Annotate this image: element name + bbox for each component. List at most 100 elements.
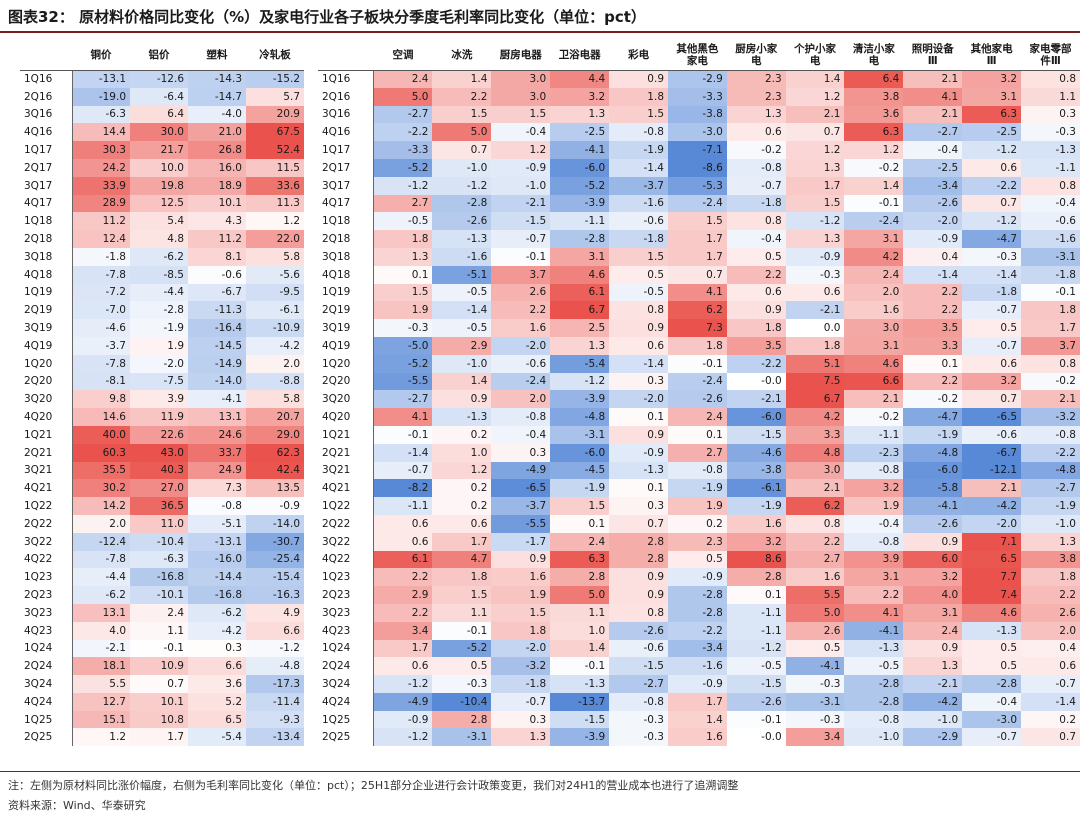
gross-margin-cell: 4.6 xyxy=(962,603,1022,622)
gross-margin-cell: -6.0 xyxy=(726,408,786,426)
gross-margin-row: 1Q25 -0.9 2.8 0.3 -1.5 -0.3 1.4 -0.1 -0.3 -0.8 -1.… xyxy=(318,710,1080,729)
gross-margin-cell: -1.8 xyxy=(962,283,1022,302)
gross-margin-cell: 2.2 xyxy=(726,265,786,284)
raw-material-cell: -30.7 xyxy=(246,532,304,551)
raw-material-cell: 13.1 xyxy=(72,603,130,622)
raw-material-row: 3Q21 35.5 40.3 24.9 42.4 xyxy=(20,461,304,480)
gross-margin-cell: -4.8 xyxy=(550,408,610,426)
raw-material-cell: 12.4 xyxy=(72,230,130,248)
gross-margin-cell: -0.2 xyxy=(903,390,963,409)
gross-margin-column-header: 家电零部件Ⅲ xyxy=(1021,40,1080,71)
gross-margin-cell: 1.5 xyxy=(785,194,845,213)
gross-margin-cell: -3.1 xyxy=(432,728,492,747)
gross-margin-cell: -0.1 xyxy=(373,425,433,444)
gross-margin-cell: -1.2 xyxy=(550,372,610,391)
gross-margin-cell: -1.2 xyxy=(373,176,433,195)
raw-material-cell: 12.7 xyxy=(72,692,130,711)
gross-margin-column-header: 个护小家电 xyxy=(785,40,845,71)
raw-material-cell: -6.4 xyxy=(130,87,188,106)
gross-margin-cell: 1.2 xyxy=(432,461,492,480)
gross-margin-cell: 3.7 xyxy=(1021,336,1080,355)
gross-margin-row-label: 4Q23 xyxy=(318,621,375,640)
gross-margin-row-label: 1Q24 xyxy=(318,639,375,658)
gross-margin-row-label: 1Q21 xyxy=(318,425,375,444)
raw-material-cell: -7.8 xyxy=(72,354,130,373)
gross-margin-cell: -1.2 xyxy=(962,212,1022,231)
gross-margin-cell: -0.9 xyxy=(903,230,963,248)
raw-material-column-header: 铝价 xyxy=(130,40,188,71)
raw-material-cell: 14.2 xyxy=(72,497,130,515)
raw-material-cell: 40.0 xyxy=(72,425,130,444)
gross-margin-cell: 3.5 xyxy=(903,319,963,337)
raw-material-row-label: 4Q16 xyxy=(20,123,73,142)
gross-margin-cell: 0.9 xyxy=(903,532,963,551)
footnote: 注：左侧为原材料同比涨价幅度，右侧为毛利率同比变化（单位：pct）；25H1部分… xyxy=(8,779,739,792)
gross-margin-cell: -1.0 xyxy=(432,354,492,373)
gross-margin-cell: -2.2 xyxy=(726,354,786,373)
raw-material-cell: 22.6 xyxy=(130,425,188,444)
gross-margin-row: 4Q23 3.4 -0.1 1.8 1.0 -2.6 -2.2 -1.1 2.6 -4.1 2.4-… xyxy=(318,621,1080,640)
gross-margin-cell: 1.3 xyxy=(903,657,963,676)
gross-margin-cell: -2.8 xyxy=(432,194,492,213)
gross-margin-cell: 1.2 xyxy=(844,141,904,159)
raw-material-row: 1Q16 -13.1 -12.6 -14.3 -15.2 xyxy=(20,70,304,88)
raw-material-cell: -25.4 xyxy=(246,550,304,569)
raw-material-row-label: 2Q22 xyxy=(20,514,73,533)
gross-margin-cell: -2.0 xyxy=(491,639,551,658)
gross-margin-cell: -1.0 xyxy=(1021,514,1080,533)
raw-material-cell: -4.8 xyxy=(246,657,304,676)
gross-margin-cell: -2.7 xyxy=(373,390,433,409)
raw-material-cell: 5.8 xyxy=(246,390,304,409)
gross-margin-cell: -4.9 xyxy=(373,692,433,711)
gross-margin-cell: -0.8 xyxy=(491,408,551,426)
gross-margin-cell: -3.2 xyxy=(491,657,551,676)
gross-margin-cell: 0.6 xyxy=(373,532,433,551)
raw-material-row-label: 2Q17 xyxy=(20,158,73,177)
gross-margin-cell: -1.9 xyxy=(550,479,610,498)
raw-material-row: 3Q24 5.5 0.7 3.6 -17.3 xyxy=(20,675,304,693)
gross-margin-cell: 2.2 xyxy=(432,87,492,106)
source-line: 资料来源：Wind、华泰研究 xyxy=(8,799,146,812)
raw-material-cell: -7.8 xyxy=(72,550,130,569)
raw-material-row: 1Q25 15.1 10.8 6.5 -9.3 xyxy=(20,710,304,729)
gross-margin-cell: 0.6 xyxy=(373,514,433,533)
raw-material-cell: -15.4 xyxy=(246,568,304,587)
gross-margin-cell: -4.7 xyxy=(903,408,963,426)
gross-margin-cell: 2.8 xyxy=(726,568,786,587)
raw-material-row-label: 4Q23 xyxy=(20,621,73,640)
gross-margin-cell: -0.7 xyxy=(726,176,786,195)
gross-margin-cell: -3.1 xyxy=(785,692,845,711)
gross-margin-cell: -3.2 xyxy=(1021,408,1080,426)
gross-margin-cell: 0.2 xyxy=(432,425,492,444)
raw-material-body: 1Q16 -13.1 -12.6 -14.3 -15.2 2Q16 -19.0 -6.4 -14… xyxy=(20,70,304,747)
gross-margin-cell: 6.3 xyxy=(962,105,1022,124)
gross-margin-cell: -1.1 xyxy=(373,497,433,515)
raw-material-cell: 12.5 xyxy=(130,194,188,213)
gross-margin-cell: 1.6 xyxy=(785,568,845,587)
gross-margin-cell: -1.0 xyxy=(432,158,492,177)
gross-margin-cell: 0.6 xyxy=(609,336,668,355)
gross-margin-row-label: 1Q19 xyxy=(318,283,375,302)
gross-margin-cell: -1.5 xyxy=(609,657,668,676)
gross-margin-row: 3Q16 -2.7 1.5 1.5 1.3 1.5 -3.8 1.3 2.1 3.6 2.1 6.3 0… xyxy=(318,105,1080,124)
gross-margin-cell: -4.8 xyxy=(903,443,963,462)
gross-margin-cell: 2.0 xyxy=(844,283,904,302)
gross-margin-cell: -3.8 xyxy=(668,105,727,124)
gross-margin-cell: 0.1 xyxy=(609,479,668,498)
gross-margin-cell: -0.6 xyxy=(962,425,1022,444)
gross-margin-cell: 7.5 xyxy=(785,372,845,391)
gross-margin-cell: -1.9 xyxy=(903,425,963,444)
gross-margin-cell: -2.0 xyxy=(903,212,963,231)
gross-margin-cell: 0.9 xyxy=(726,301,786,320)
gross-margin-cell: 0.5 xyxy=(962,639,1022,658)
raw-material-cell: 3.9 xyxy=(130,390,188,409)
gross-margin-cell: -1.5 xyxy=(491,212,551,231)
raw-material-cell: -16.3 xyxy=(246,586,304,604)
gross-margin-cell: 1.3 xyxy=(491,728,551,747)
gross-margin-cell: 3.6 xyxy=(844,105,904,124)
gross-margin-cell: 3.2 xyxy=(550,87,610,106)
gross-margin-cell: 0.7 xyxy=(432,141,492,159)
gross-margin-cell: 2.6 xyxy=(1021,603,1080,622)
raw-material-cell: 1.1 xyxy=(130,621,188,640)
gross-margin-cell: 0.4 xyxy=(1021,639,1080,658)
